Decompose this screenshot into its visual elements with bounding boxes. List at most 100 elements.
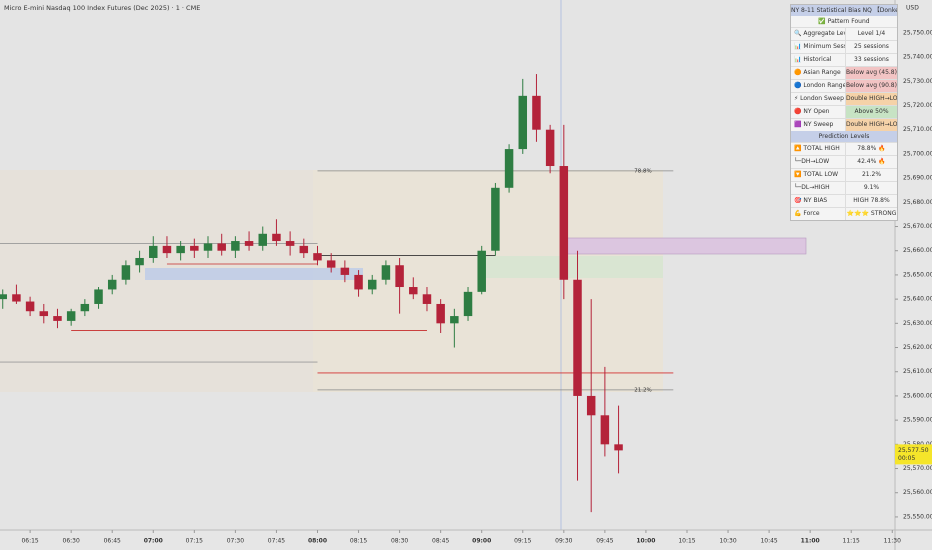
chart-title: Micro E-mini Nasdaq 100 Index Futures (D…: [4, 4, 200, 12]
x-tick-label: 06:30: [63, 538, 80, 545]
candle-body: [518, 95, 528, 150]
candle-body: [381, 265, 391, 280]
cell-label: 🔼 TOTAL HIGH: [794, 145, 840, 152]
y-tick-label: 25,660.00: [903, 247, 932, 254]
cell-value: 21.2%: [845, 169, 897, 181]
candle-body: [149, 245, 158, 258]
cell-label: 📊 Historical: [794, 56, 832, 63]
rows: 🔍 Aggregate LevelLevel 1/4📊 Minimum Sess…: [791, 27, 897, 131]
candle-body: [367, 279, 377, 290]
candle-body: [231, 241, 240, 251]
cell-value: ⭐⭐⭐ STRONG: [845, 208, 897, 220]
x-tick-label: 08:45: [432, 538, 449, 545]
cell-label: └─DH→LOW: [794, 158, 830, 165]
candle-body: [53, 316, 62, 321]
candle-body: [25, 301, 35, 312]
y-tick-label: 25,700.00: [903, 150, 932, 157]
x-tick-label: 10:30: [719, 538, 736, 545]
candle-body: [39, 311, 49, 317]
panel-title: NY 8-11 Statistical Bias NQ 【Donkey】: [791, 5, 897, 16]
cell-label: 📊 Minimum Sessions: [794, 43, 845, 50]
table-row: 🔽 TOTAL LOW 21.2%: [791, 168, 897, 181]
candle-body: [313, 253, 322, 261]
cell-label: 🟠 Asian Range: [794, 69, 841, 76]
cell-value: 33 sessions: [845, 54, 897, 66]
candle-body: [244, 241, 254, 246]
candle-body: [107, 279, 117, 290]
candle-body: [600, 415, 610, 445]
cell-value: 25 sessions: [845, 41, 897, 53]
candle-body: [422, 294, 432, 304]
candle-body: [463, 291, 473, 317]
x-tick-label: 07:30: [227, 538, 244, 545]
y-tick-label: 25,750.00: [903, 29, 932, 36]
y-tick-label: 25,610.00: [903, 368, 932, 375]
level-label: 78.8%: [634, 168, 651, 174]
x-tick-label: 11:30: [884, 538, 901, 545]
candle-body: [190, 245, 199, 251]
table-row: 🟪 NY Sweep Double HIGH→LOW: [791, 118, 897, 131]
zone: [145, 268, 363, 280]
candle-body: [395, 265, 404, 288]
x-tick-label: 06:15: [21, 538, 38, 545]
x-tick-label: 08:15: [350, 538, 367, 545]
cell-value: Double HIGH→LOW: [845, 93, 897, 105]
cell-value: Double HIGH→LOW: [845, 119, 897, 131]
candle-body: [94, 289, 103, 304]
candle-body: [299, 245, 309, 254]
cell-label: ⚡ London Sweep: [794, 95, 844, 102]
cell-label: └─DL→HIGH: [794, 184, 830, 191]
x-tick-label: 10:45: [760, 538, 777, 545]
price-tag-label: 25,577.50: [898, 447, 929, 454]
y-tick-label: 25,570.00: [903, 465, 932, 472]
candle-body: [532, 95, 541, 130]
candle-body: [436, 303, 445, 324]
y-tick-label: 25,560.00: [903, 489, 932, 496]
cell-label: 🔴 NY Open: [794, 108, 830, 115]
table-row: 📊 Minimum Sessions25 sessions: [791, 40, 897, 53]
panel-section: Prediction Levels: [791, 131, 897, 142]
x-tick-label: 09:00: [472, 538, 491, 545]
candle-body: [285, 241, 295, 246]
y-tick-label: 25,590.00: [903, 417, 932, 424]
candle-body: [203, 243, 213, 251]
candle-body: [162, 245, 172, 254]
candle-body: [326, 260, 336, 268]
panel-status: ✅ Pattern Found: [791, 16, 897, 27]
table-row: └─DH→LOW 42.4% 🔥: [791, 155, 897, 168]
cell-value: 42.4% 🔥: [845, 156, 897, 168]
zone: [313, 170, 663, 392]
candle-body: [409, 287, 418, 295]
plot-bg: [0, 0, 895, 530]
y-tick-label: 25,600.00: [903, 392, 932, 399]
x-tick-label: 07:15: [186, 538, 203, 545]
y-tick-label: 25,720.00: [903, 102, 932, 109]
x-tick-label: 09:45: [596, 538, 613, 545]
candle-body: [176, 245, 185, 254]
candle-body: [258, 233, 267, 246]
x-tick-label: 08:00: [308, 538, 327, 545]
y-tick-label: 25,670.00: [903, 223, 932, 230]
x-tick-label: 10:15: [678, 538, 695, 545]
y-tick-label: 25,630.00: [903, 320, 932, 327]
price-tag: [895, 444, 932, 465]
y-tick-label: 25,710.00: [903, 126, 932, 133]
candle-body: [573, 279, 582, 396]
pred-rows: 🔼 TOTAL HIGH 78.8% 🔥 └─DH→LOW 42.4% 🔥 🔽 TOTA…: [791, 142, 897, 220]
candle-body: [450, 316, 459, 324]
y-tick-label: 25,730.00: [903, 78, 932, 85]
candle-body: [614, 444, 623, 451]
y-tick-label: 25,640.00: [903, 296, 932, 303]
zone: [0, 170, 313, 392]
x-tick-label: 08:30: [391, 538, 408, 545]
table-row: 🔴 NY Open Above 50%: [791, 105, 897, 118]
candle-body: [12, 294, 21, 302]
x-tick-label: 09:15: [514, 538, 531, 545]
y-tick-label: 25,680.00: [903, 199, 932, 206]
cell-value: Below avg (45.8): [845, 67, 897, 79]
zone: [565, 237, 807, 255]
currency: USD: [906, 5, 919, 12]
candle-body: [0, 294, 7, 300]
